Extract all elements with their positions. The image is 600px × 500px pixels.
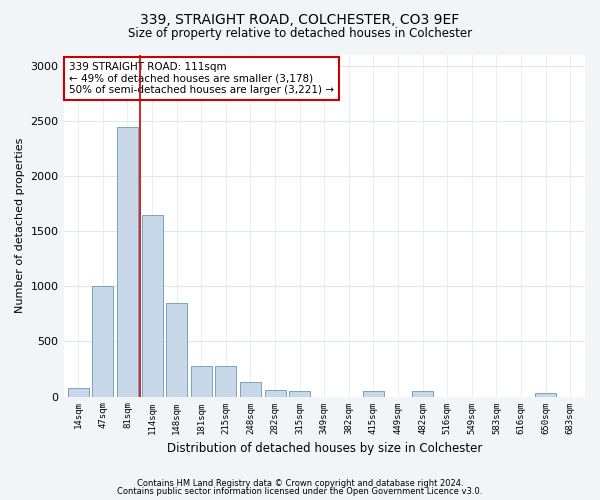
Y-axis label: Number of detached properties: Number of detached properties (15, 138, 25, 314)
Bar (535, 394, 556, 396)
Bar (215, 366, 236, 396)
Bar (166, 303, 187, 396)
Text: 339, STRAIGHT ROAD, COLCHESTER, CO3 9EF: 339, STRAIGHT ROAD, COLCHESTER, CO3 9EF (140, 12, 460, 26)
Bar (240, 382, 261, 396)
X-axis label: Distribution of detached houses by size in Colchester: Distribution of detached houses by size … (167, 442, 482, 455)
Text: Contains HM Land Registry data © Crown copyright and database right 2024.: Contains HM Land Registry data © Crown c… (137, 478, 463, 488)
Bar (412, 391, 433, 396)
Bar (142, 215, 163, 396)
Bar (68, 388, 89, 396)
Bar (289, 391, 310, 396)
Bar (92, 286, 113, 397)
Bar (117, 126, 138, 396)
Bar (265, 390, 286, 396)
Bar (363, 391, 384, 396)
Text: Size of property relative to detached houses in Colchester: Size of property relative to detached ho… (128, 28, 472, 40)
Text: Contains public sector information licensed under the Open Government Licence v3: Contains public sector information licen… (118, 487, 482, 496)
Bar (191, 366, 212, 396)
Text: 339 STRAIGHT ROAD: 111sqm
← 49% of detached houses are smaller (3,178)
50% of se: 339 STRAIGHT ROAD: 111sqm ← 49% of detac… (69, 62, 334, 95)
